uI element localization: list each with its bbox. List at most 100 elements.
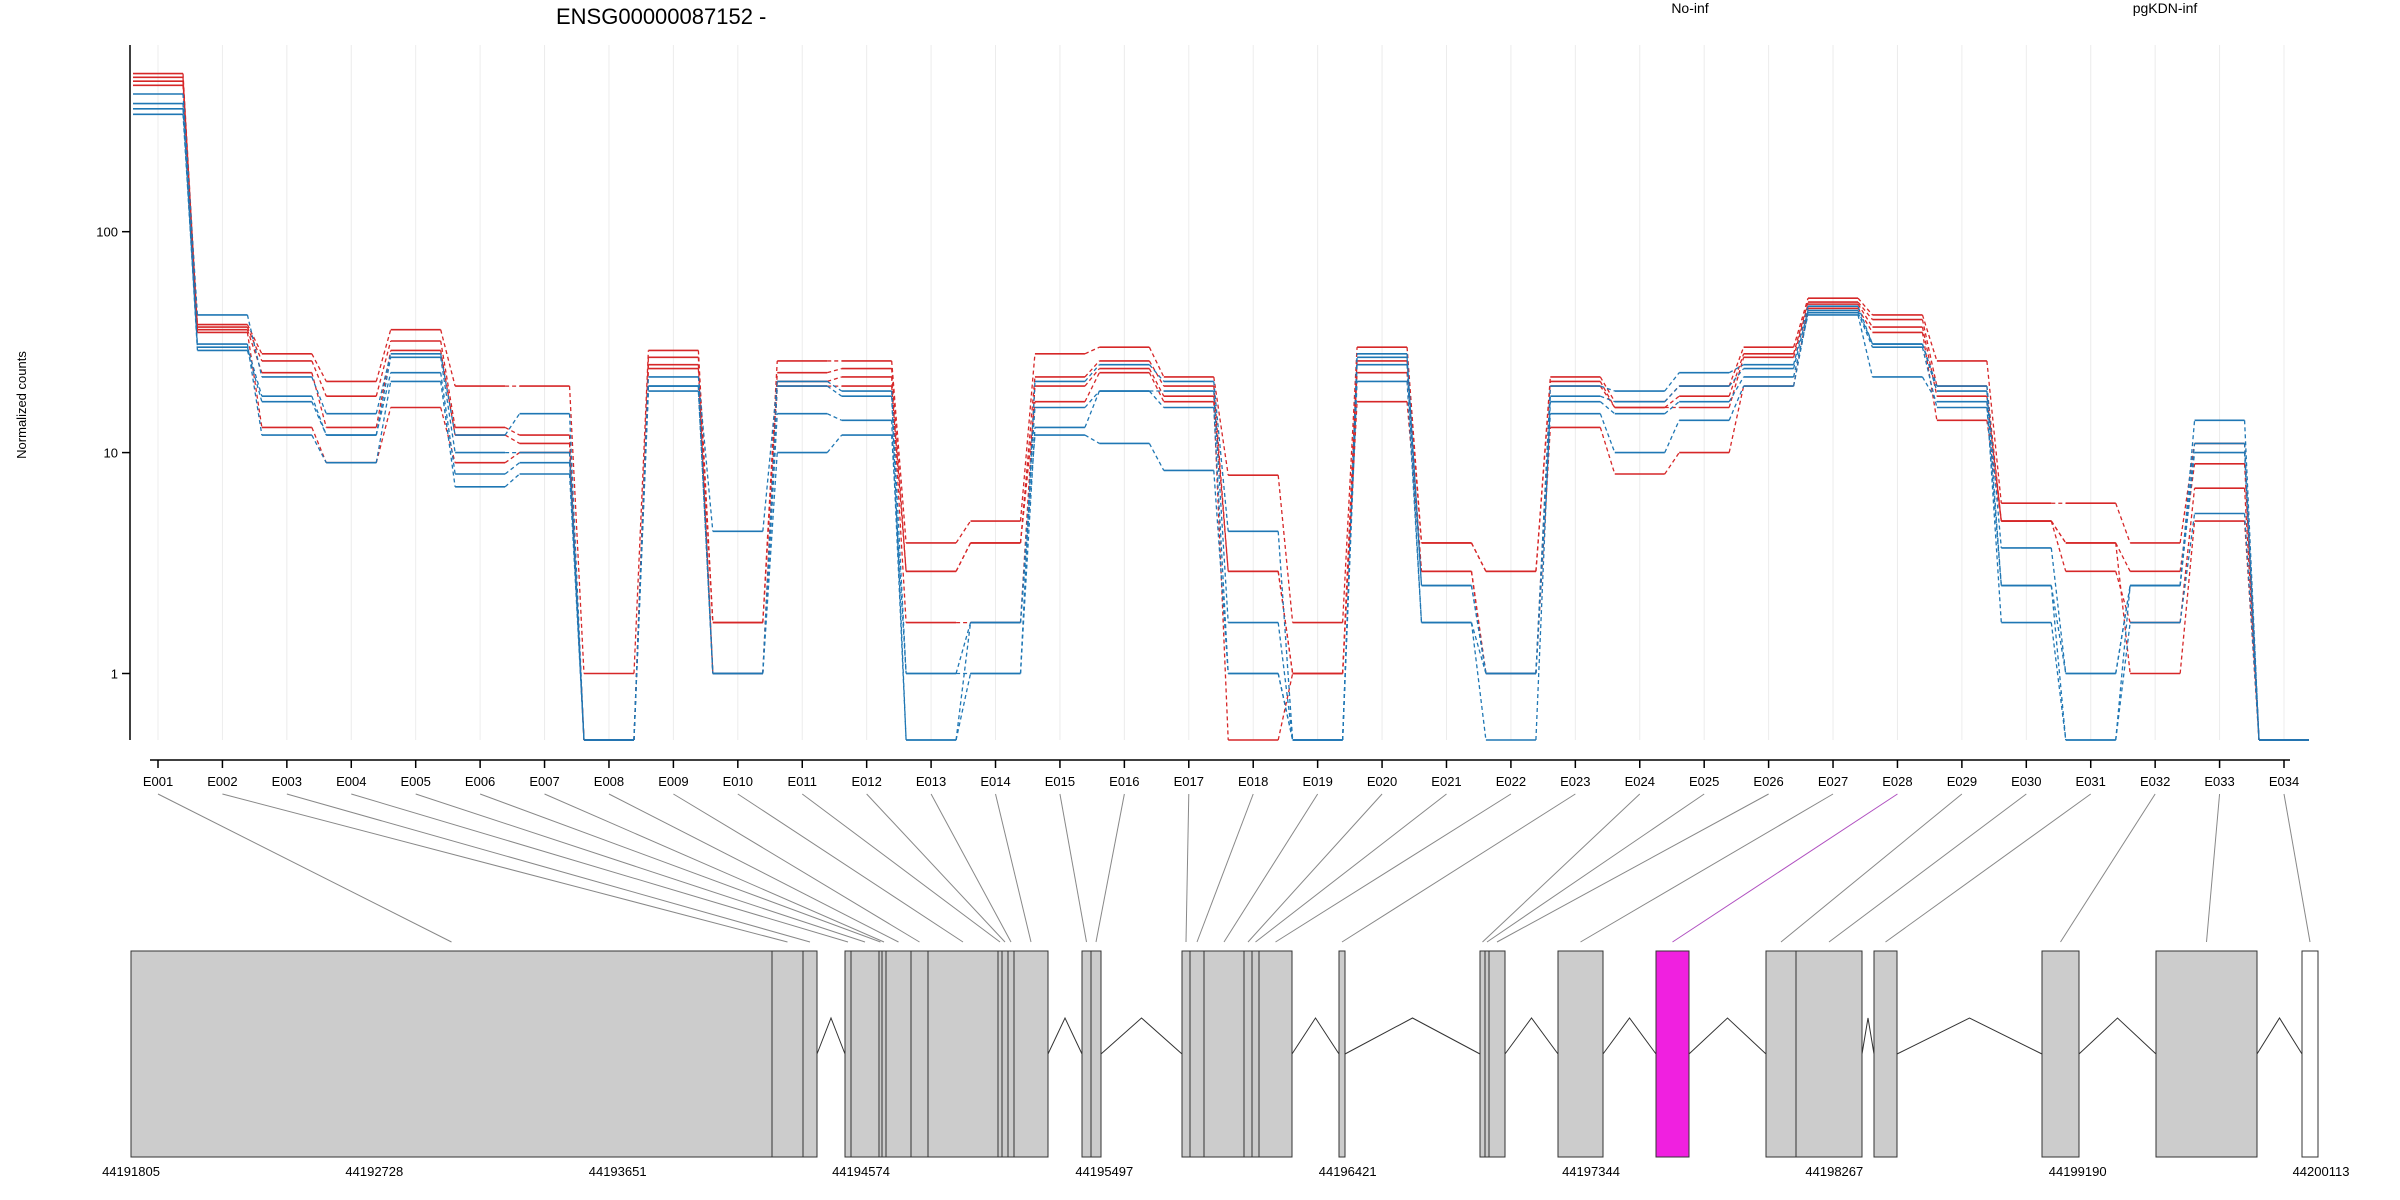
x-tick-label-e029: E029 [1947, 774, 1977, 789]
series-link-e001 [182, 85, 199, 333]
exon-box-e033 [2155, 950, 2258, 1158]
series-link-e032 [2179, 452, 2196, 586]
series-link-e002 [246, 332, 263, 428]
connector-e011 [801, 793, 1001, 943]
series-link-e027 [1857, 314, 1874, 378]
connector-e024 [1482, 793, 1641, 943]
series-link-e023 [1599, 413, 1616, 453]
exon-box-e029 [1765, 950, 1797, 1158]
series-link-e027 [1857, 307, 1874, 333]
series-link-e021 [1470, 622, 1487, 674]
x-tick-label-e031: E031 [2076, 774, 2106, 789]
series-link-e002 [246, 326, 263, 362]
series-link-e030 [2050, 520, 2067, 572]
genomic-coordinate-44195497: 44195497 [1075, 1164, 1133, 1179]
series-link-e017 [1213, 396, 1229, 572]
x-tick-label-e019: E019 [1302, 774, 1332, 789]
connector-e014 [995, 793, 1032, 943]
exon-box-e001 [130, 950, 773, 1158]
series-link-e031 [2115, 502, 2131, 544]
series-link-e024 [1664, 385, 1680, 403]
series-link-e014 [1019, 407, 1036, 623]
genomic-coordinate-44192728: 44192728 [345, 1164, 403, 1179]
series-link-e011 [826, 385, 843, 397]
series-link-e024 [1664, 372, 1680, 392]
series-link-e015 [1084, 346, 1100, 355]
series-link-e031 [2115, 585, 2131, 741]
series-link-e004 [375, 372, 392, 436]
exon-box-e032 [2041, 950, 2080, 1158]
x-tick-label-e005: E005 [401, 774, 431, 789]
intron-33 [2256, 1017, 2303, 1055]
series-link-e006 [504, 434, 520, 445]
connector-e003 [286, 793, 811, 943]
series-link-e033 [2243, 513, 2260, 741]
series-link-e027 [1857, 303, 1874, 328]
genomic-coordinate-44199190: 44199190 [2049, 1164, 2107, 1179]
series-link-e004 [375, 353, 392, 414]
series-link-e011 [826, 380, 843, 392]
series-link-e027 [1857, 301, 1873, 321]
series-link-e006 [504, 452, 520, 464]
connector-e027 [1580, 793, 1834, 943]
genomic-coordinate-44198267: 44198267 [1805, 1164, 1863, 1179]
exon-box-e003 [802, 950, 818, 1158]
series-link-e012 [891, 390, 907, 674]
series-link-e018 [1277, 622, 1294, 741]
x-tick-label-e023: E023 [1560, 774, 1590, 789]
connector-e005 [415, 793, 866, 943]
series-link-e027 [1857, 297, 1873, 316]
series-link-e009 [697, 376, 714, 532]
series-link-e004 [375, 329, 392, 382]
exon-box-e009 [910, 950, 929, 1158]
series-link-e017 [1213, 407, 1229, 674]
x-tick-label-e011: E011 [788, 774, 817, 789]
intron-16 [1100, 1017, 1183, 1055]
series-link-e025 [1728, 385, 1745, 453]
series-link-e017 [1213, 390, 1229, 623]
series-link-e007 [568, 386, 585, 674]
series-link-e029 [1986, 360, 2002, 504]
series-link-e026 [1792, 298, 1809, 348]
series-no-inf-3 [133, 84, 2309, 741]
connector-e032 [2060, 793, 2156, 943]
x-tick-label-e034: E034 [2269, 774, 2299, 789]
series-link-e010 [762, 386, 778, 674]
series-link-e012 [891, 435, 907, 674]
connector-e018 [1196, 793, 1254, 943]
series-pgkdn-inf-4 [133, 93, 2309, 741]
series-link-e013 [955, 622, 972, 741]
series-link-e015 [1084, 372, 1100, 402]
connector-e017 [1185, 793, 1190, 943]
series-link-e005 [440, 381, 456, 487]
series-link-e010 [762, 381, 778, 623]
genomic-coordinate-44197344: 44197344 [1562, 1164, 1620, 1179]
series-link-e007 [568, 413, 585, 741]
exon-box-e012 [1001, 950, 1009, 1158]
connector-e026 [1496, 793, 1769, 943]
series-no-inf-2 [133, 80, 2309, 741]
series-link-e024 [1664, 401, 1680, 415]
x-tick-label-e012: E012 [851, 774, 881, 789]
series-link-e001 [182, 93, 199, 315]
x-tick-label-e024: E024 [1625, 774, 1655, 789]
exon-box-e004 [844, 950, 852, 1158]
connector-e012 [866, 793, 1006, 943]
exon-box-e026 [1488, 950, 1506, 1158]
series-link-e023 [1599, 385, 1616, 408]
series-link-e029 [1986, 390, 2002, 586]
x-tick-label-e020: E020 [1367, 774, 1397, 789]
exon-box-e020 [1243, 950, 1253, 1158]
exon-box-e002 [771, 950, 804, 1158]
series-link-e022 [1535, 381, 1551, 572]
intron-32 [2078, 1017, 2157, 1055]
series-link-e031 [2115, 542, 2131, 674]
series-link-e011 [826, 413, 842, 421]
series-link-e004 [375, 357, 392, 436]
exon-box-e010 [927, 950, 999, 1158]
series-link-e003 [311, 353, 327, 382]
connector-e019 [1223, 793, 1319, 943]
series-link-e018 [1277, 673, 1294, 741]
series-link-e003 [311, 434, 327, 464]
